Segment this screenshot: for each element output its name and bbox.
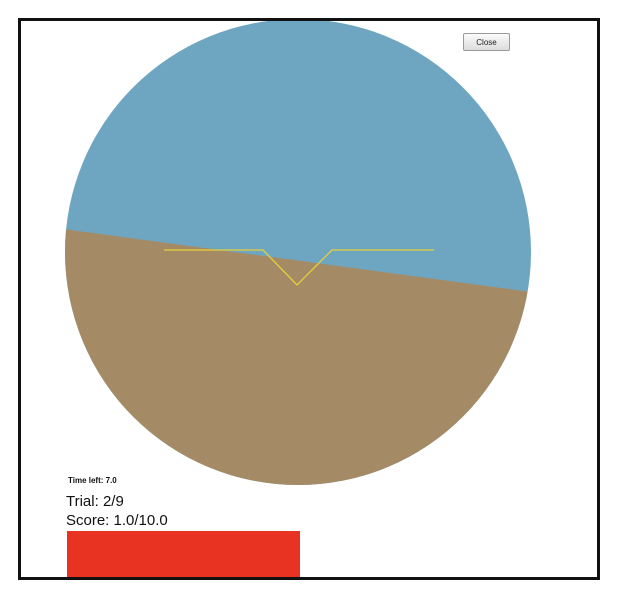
ground-region xyxy=(65,226,531,485)
aircraft-reticle xyxy=(164,249,434,286)
trial-counter: Trial: 2/9 xyxy=(66,493,124,510)
attitude-indicator xyxy=(65,21,531,485)
score-display: Score: 1.0/10.0 xyxy=(66,512,168,529)
time-bar xyxy=(67,531,563,577)
time-bar-fill xyxy=(67,531,301,577)
close-button[interactable]: Close xyxy=(463,33,510,51)
time-left-label: Time left: 7.0 xyxy=(68,476,117,485)
game-window: Close Time left: 7.0 Trial: 2/9 Score: 1… xyxy=(18,18,600,580)
